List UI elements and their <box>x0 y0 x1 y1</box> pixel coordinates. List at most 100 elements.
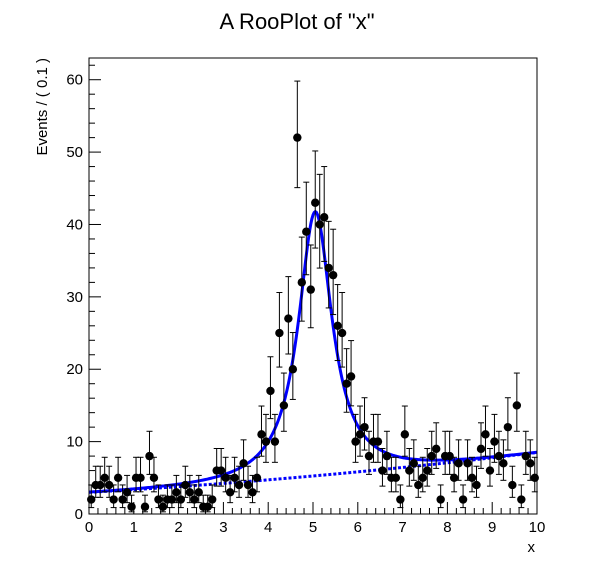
data-marker <box>423 466 432 475</box>
axes: 0 1 2 3 4 5 6 7 8 9 10 0 10 20 30 40 50 60 <box>66 57 546 536</box>
data-point <box>418 456 427 493</box>
data-marker <box>400 430 410 439</box>
total-pdf-curve <box>88 209 538 494</box>
data-point <box>373 413 383 463</box>
data-point <box>297 236 306 322</box>
data-point <box>351 413 360 463</box>
data-point <box>302 181 311 276</box>
data-point <box>127 494 136 513</box>
data-point <box>405 447 414 487</box>
x-tick-label: 10 <box>529 519 546 536</box>
data-point <box>333 284 342 362</box>
data-marker <box>243 480 253 490</box>
data-marker <box>140 502 150 511</box>
data-marker <box>252 473 262 483</box>
data-marker <box>530 473 539 483</box>
data-marker <box>306 285 315 294</box>
data-marker <box>485 466 495 475</box>
data-point <box>400 405 410 457</box>
data-point <box>494 430 504 475</box>
data-point <box>476 422 486 469</box>
data-point <box>472 465 481 498</box>
data-marker <box>248 488 257 497</box>
data-point <box>257 405 266 457</box>
data-point <box>266 356 275 420</box>
data-marker <box>261 437 271 446</box>
chart-title: A RooPlot of "x" <box>219 9 374 34</box>
data-point <box>382 430 392 475</box>
data-marker <box>122 488 132 497</box>
x-tick-label: 8 <box>443 519 451 536</box>
y-tick-label: 0 <box>75 506 83 523</box>
data-marker <box>458 495 468 504</box>
data-point <box>145 430 154 475</box>
data-marker <box>526 459 535 468</box>
data-marker <box>337 328 347 338</box>
data-marker <box>494 451 504 461</box>
data-point <box>423 447 432 487</box>
data-point <box>113 456 123 493</box>
x-tick-label: 3 <box>219 519 227 536</box>
data-marker <box>284 314 293 323</box>
data-marker <box>418 473 427 483</box>
data-point <box>409 439 418 481</box>
data-point <box>279 372 289 432</box>
data-marker <box>445 451 454 461</box>
data-point <box>243 465 253 498</box>
data-marker <box>181 480 190 490</box>
x-axis-label: x <box>528 539 536 556</box>
data-marker <box>405 466 414 475</box>
data-point <box>100 456 109 493</box>
data-marker <box>324 263 333 273</box>
data-point <box>239 439 248 481</box>
data-point <box>293 80 302 189</box>
data-point <box>458 484 468 509</box>
data-marker <box>239 459 248 468</box>
data-point <box>436 484 445 509</box>
data-point <box>320 166 329 262</box>
data-point <box>149 456 159 493</box>
data-point <box>364 430 374 475</box>
data-marker <box>499 459 508 468</box>
data-marker <box>432 444 441 454</box>
data-marker <box>100 473 109 483</box>
data-marker <box>194 488 203 497</box>
x-tick-label: 9 <box>488 519 496 536</box>
data-point <box>136 456 145 493</box>
data-marker <box>154 495 163 504</box>
data-marker <box>96 480 105 490</box>
plot-area <box>87 80 539 513</box>
y-axis-label: Events / ( 0.1 ) <box>34 58 51 156</box>
data-point <box>216 447 226 487</box>
data-point <box>503 397 513 451</box>
data-point <box>328 228 338 316</box>
data-marker <box>490 437 499 446</box>
data-marker <box>136 473 145 483</box>
data-marker <box>396 495 405 504</box>
data-marker <box>476 444 486 454</box>
x-tick-label: 5 <box>309 519 317 536</box>
data-marker <box>320 213 329 222</box>
data-point <box>190 484 199 509</box>
data-point <box>481 405 490 457</box>
data-point <box>427 430 436 475</box>
y-tick-label: 50 <box>66 144 83 161</box>
data-point <box>275 292 284 368</box>
data-marker <box>279 401 289 410</box>
data-point <box>526 439 535 481</box>
y-tick-label: 40 <box>66 216 83 233</box>
data-point <box>445 430 454 475</box>
x-tick-label: 7 <box>398 519 406 536</box>
data-marker <box>360 422 369 432</box>
data-marker <box>208 495 217 504</box>
data-point <box>324 220 333 309</box>
data-point <box>508 465 517 498</box>
data-point <box>172 474 181 504</box>
data-marker <box>391 473 401 483</box>
x-tick-label: 1 <box>130 519 138 536</box>
data-marker <box>302 227 311 236</box>
data-point <box>208 484 217 509</box>
data-point <box>181 465 190 498</box>
data-marker <box>503 422 513 432</box>
